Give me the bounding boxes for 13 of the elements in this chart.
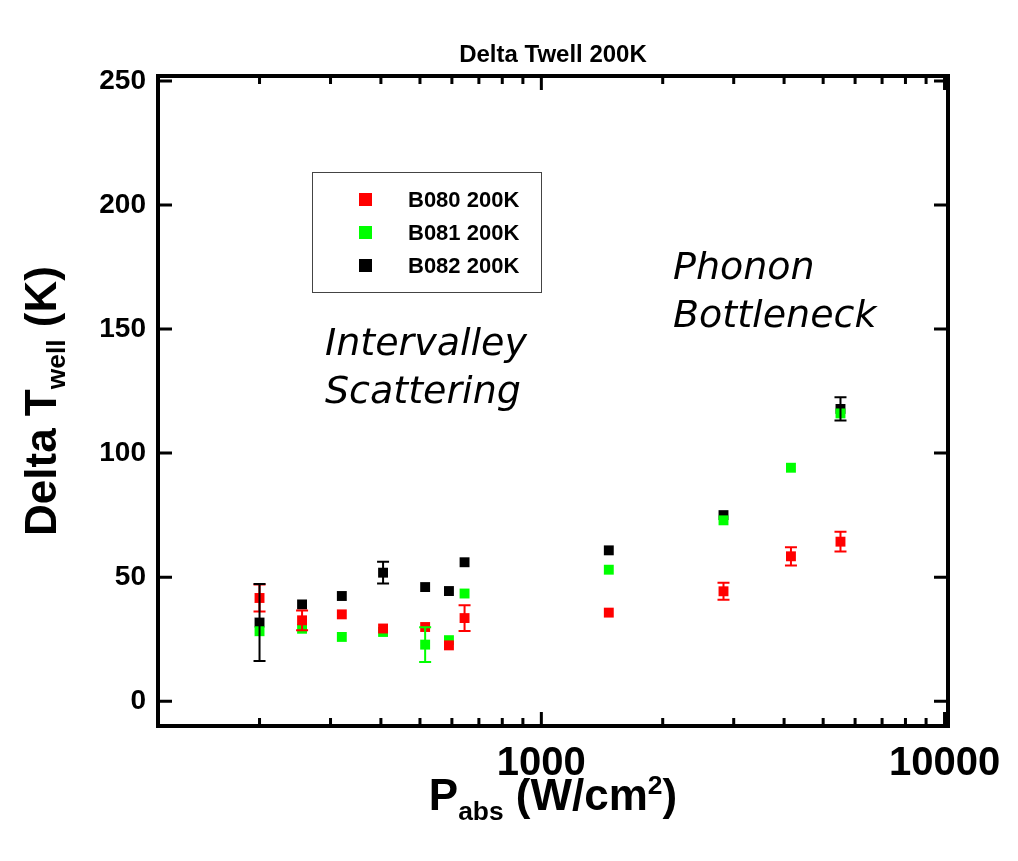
legend-label: B081 200K [408,219,520,246]
y-tick-label: 0 [130,683,146,715]
chart-title: Delta Twell 200K [458,40,648,68]
legend-label: B080 200K [408,186,520,213]
y-tick-label: 150 [99,311,146,343]
y-tick-label: 250 [99,63,146,95]
y-tick-label: 50 [114,559,146,591]
y-tick-label: 200 [99,187,146,219]
x-tick-label: 10000 [888,739,1001,784]
annotation: Intervalley Scattering [325,319,527,414]
legend-label: B082 200K [408,252,520,279]
annotation: Phonon Bottleneck [673,243,877,338]
y-tick-label: 100 [99,435,146,467]
